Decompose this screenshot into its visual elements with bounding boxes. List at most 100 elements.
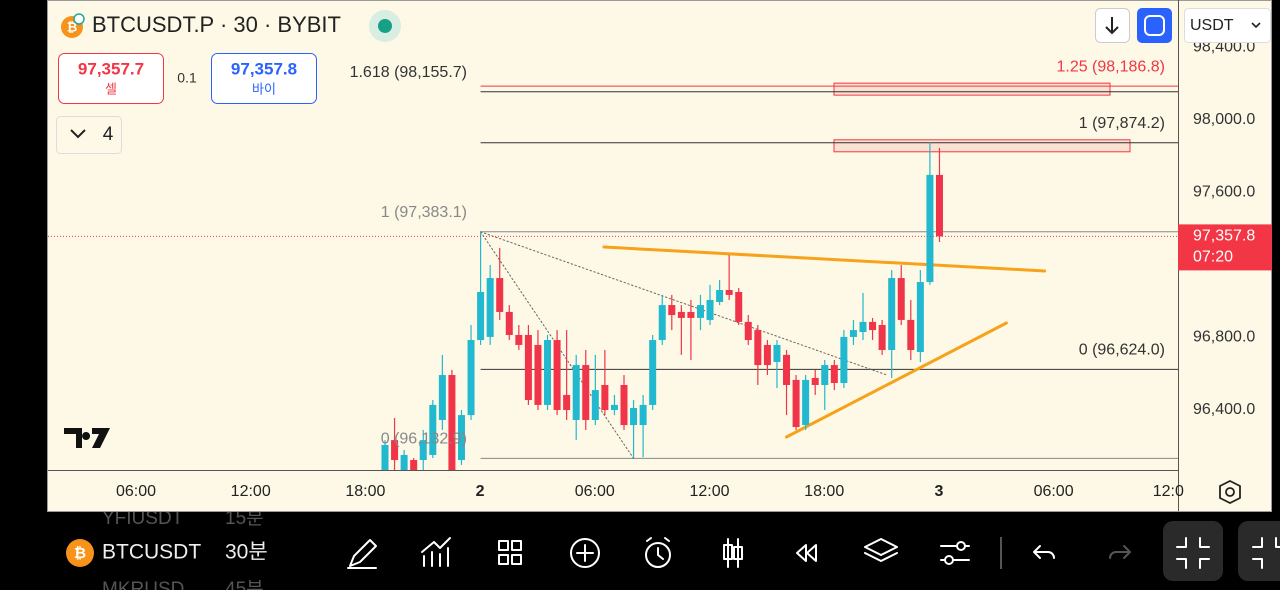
level-zone <box>833 82 1111 96</box>
x-tick-label: 18:00 <box>804 483 844 500</box>
next-tool-icon <box>1252 537 1280 569</box>
candle-body <box>935 174 943 237</box>
indicators-count: 4 <box>103 124 114 145</box>
indicators-toggle[interactable] <box>56 116 122 154</box>
candle-body <box>821 365 829 385</box>
candle-body <box>735 292 743 322</box>
candle-body <box>926 174 934 283</box>
symbol-logo-glyph: ₿ <box>67 19 78 34</box>
add-icon[interactable] <box>570 538 600 568</box>
candle-body <box>610 404 618 411</box>
x-tick-label: 06:00 <box>116 483 156 500</box>
candle-body <box>410 460 418 470</box>
toolbar-logo-glyph: ₿ <box>74 545 86 562</box>
slider-knob <box>956 541 966 551</box>
toolbar-symbol[interactable]: BTCUSDT <box>102 541 201 564</box>
candle-body <box>620 384 628 426</box>
y-tick-label: 97,600.0 <box>1193 184 1255 201</box>
symbol-title: BTCUSDT.P · 30 · BYBIT <box>92 12 341 37</box>
y-tick-label: 96,800.0 <box>1193 329 1255 346</box>
tradingview-logo <box>64 428 110 448</box>
candle-body <box>591 390 599 420</box>
candle-body <box>419 440 427 461</box>
add-icon-plus <box>576 544 594 562</box>
candle-body <box>524 334 532 401</box>
layout-icon[interactable] <box>498 540 522 565</box>
arrow-down-icon <box>1105 17 1119 35</box>
candle-body <box>859 321 867 333</box>
order-quantity[interactable]: 0.1 <box>177 70 197 86</box>
buy-price: 97,357.8 <box>231 59 297 78</box>
candle-body <box>878 324 886 351</box>
candle-body <box>668 305 676 316</box>
candle-body <box>582 365 590 420</box>
draw-tool-icon[interactable] <box>347 539 377 569</box>
buy-button[interactable] <box>211 53 317 104</box>
fullscreen-icon <box>1144 15 1165 36</box>
candle-body <box>916 282 924 353</box>
y-tick-label: 96,400.0 <box>1193 401 1255 418</box>
layers-icon[interactable] <box>864 538 898 562</box>
fullscreen-button[interactable] <box>1137 8 1172 43</box>
alert-icon[interactable] <box>645 542 671 568</box>
currency-label: USDT <box>1190 17 1234 34</box>
trendline <box>602 245 1047 273</box>
bar-countdown: 07:20 <box>1193 249 1233 266</box>
x-tick-label: 06:00 <box>575 483 615 500</box>
level-label: 1.618 (98,155.7) <box>350 64 467 81</box>
candle-body <box>429 404 437 455</box>
candle-body <box>792 379 800 428</box>
candle-body <box>467 340 475 416</box>
candle-body <box>400 454 408 470</box>
candle-body <box>477 292 485 341</box>
candle-body <box>696 305 704 318</box>
currency-dropdown[interactable] <box>1184 8 1271 43</box>
level-zone <box>833 139 1131 153</box>
candle-body <box>601 384 609 411</box>
sell-price: 97,357.7 <box>78 59 144 78</box>
last-price-label: 97,357.8 <box>1193 228 1255 245</box>
candle-body <box>677 311 685 318</box>
candle-body <box>716 290 724 302</box>
candle-body <box>639 404 647 426</box>
exit-fullscreen-button[interactable] <box>1163 521 1223 581</box>
candle-body <box>773 344 781 362</box>
picker-symbol-below[interactable]: MKRUSD <box>102 579 184 590</box>
candle-body <box>763 344 771 366</box>
chart-type-icon[interactable] <box>723 538 743 568</box>
candle-body <box>649 340 657 405</box>
candle-body <box>744 321 752 341</box>
next-tool-button[interactable] <box>1238 521 1280 581</box>
candle-body <box>496 278 504 312</box>
x-tick-label: 12:0 <box>1153 483 1184 500</box>
fib-connector <box>480 231 888 376</box>
exchange-badge <box>73 13 85 25</box>
y-tick-label: 98,000.0 <box>1193 111 1255 128</box>
candle-body <box>457 415 465 461</box>
candle-body <box>572 365 580 420</box>
toolbar-interval[interactable]: 30분 <box>225 541 268 564</box>
candle-body <box>869 321 877 331</box>
x-tick-label: 18:00 <box>345 483 385 500</box>
redo-icon[interactable] <box>1109 545 1131 559</box>
candle-body <box>811 377 819 385</box>
indicators-icon[interactable] <box>421 537 451 567</box>
candle-body <box>687 311 695 318</box>
candle-body <box>725 290 733 295</box>
picker-symbol-above[interactable]: YFIUSDT <box>102 508 184 529</box>
undo-icon[interactable] <box>1033 545 1055 559</box>
sell-label: 셀 <box>105 81 117 96</box>
picker-interval-above[interactable]: 15분 <box>225 508 264 529</box>
exit-fullscreen-icon <box>1176 537 1210 569</box>
replay-icon[interactable] <box>796 544 817 562</box>
candle-body <box>888 278 896 351</box>
trendline <box>785 321 1008 439</box>
settings-icon[interactable] <box>1219 479 1241 505</box>
picker-interval-below[interactable]: 45분 <box>225 579 264 590</box>
sell-button[interactable] <box>58 53 164 104</box>
candle-body <box>754 330 762 366</box>
buy-label: 바이 <box>252 81 276 96</box>
